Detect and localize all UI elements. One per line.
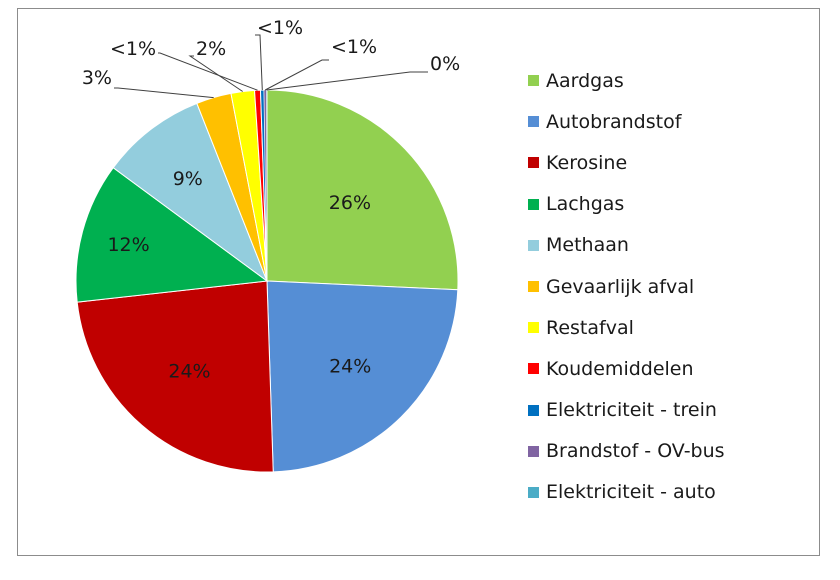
legend-label: Restafval — [546, 316, 634, 339]
legend-swatch — [528, 322, 539, 334]
legend-item-restafval: Restafval — [528, 307, 725, 348]
legend-label: Gevaarlijk afval — [546, 275, 695, 298]
pie-slice-aardgas — [266, 89, 459, 291]
legend-swatch — [528, 116, 539, 128]
legend-swatch — [528, 198, 539, 210]
legend-label: Kerosine — [546, 151, 628, 174]
leader-line-gevaarlijk-afval — [114, 87, 214, 99]
legend-swatch — [528, 445, 539, 457]
pie-slice-methaan — [112, 102, 269, 283]
slice-label-aardgas: 26% — [329, 192, 371, 214]
slice-label-autobrandstof: 24% — [329, 355, 371, 377]
legend-swatch — [528, 281, 539, 293]
slice-label-restafval: 2% — [196, 38, 226, 60]
slice-label-elektriciteit-auto: 0% — [430, 53, 460, 75]
pie-slice-autobrandstof — [266, 280, 459, 473]
slice-label-elektriciteit-trein: <1% — [257, 17, 303, 39]
legend-label: Elektriciteit - trein — [546, 399, 717, 422]
legend-swatch — [528, 75, 539, 87]
legend-label: Methaan — [546, 234, 629, 257]
legend-label: Aardgas — [546, 69, 624, 92]
legend: Aardgas Autobrandstof Kerosine Lachgas Metha… — [528, 60, 725, 513]
legend-swatch — [528, 157, 539, 169]
legend-item-koudemiddelen: Koudemiddelen — [528, 348, 725, 389]
legend-swatch — [528, 486, 539, 498]
slice-label-brandstof-ov-bus: <1% — [331, 36, 377, 58]
legend-item-autobrandstof: Autobrandstof — [528, 101, 725, 142]
legend-label: Koudemiddelen — [546, 357, 694, 380]
slice-label-methaan: 9% — [173, 168, 203, 190]
legend-item-methaan: Methaan — [528, 225, 725, 266]
legend-item-gevaarlijk-afval: Gevaarlijk afval — [528, 266, 725, 307]
legend-swatch — [528, 363, 539, 375]
slice-label-kerosine: 24% — [168, 361, 210, 383]
legend-label: Brandstof - OV-bus — [546, 440, 725, 463]
legend-item-elektriciteit-trein: Elektriciteit - trein — [528, 390, 725, 431]
slice-label-gevaarlijk-afval: 3% — [82, 67, 112, 89]
pie-slice-lachgas — [75, 167, 269, 303]
leader-line-elektriciteit-auto — [266, 71, 428, 91]
legend-swatch — [528, 239, 539, 251]
leader-line-koudemiddelen — [158, 52, 258, 91]
legend-item-aardgas: Aardgas — [528, 60, 725, 101]
slice-label-koudemiddelen: <1% — [110, 38, 156, 60]
legend-item-lachgas: Lachgas — [528, 184, 725, 225]
pie-slice-kerosine — [76, 280, 274, 473]
leader-line-restafval — [188, 55, 243, 92]
leader-line-brandstof-ov-bus — [264, 59, 329, 91]
legend-label: Elektriciteit - auto — [546, 481, 716, 504]
legend-label: Lachgas — [546, 193, 625, 216]
legend-item-elektriciteit-auto: Elektriciteit - auto — [528, 472, 725, 513]
legend-item-brandstof-ov-bus: Brandstof - OV-bus — [528, 431, 725, 472]
leader-line-elektriciteit-trein — [255, 34, 263, 91]
legend-swatch — [528, 404, 539, 416]
legend-label: Autobrandstof — [546, 110, 682, 133]
slice-label-lachgas: 12% — [107, 234, 149, 256]
legend-item-kerosine: Kerosine — [528, 142, 725, 183]
